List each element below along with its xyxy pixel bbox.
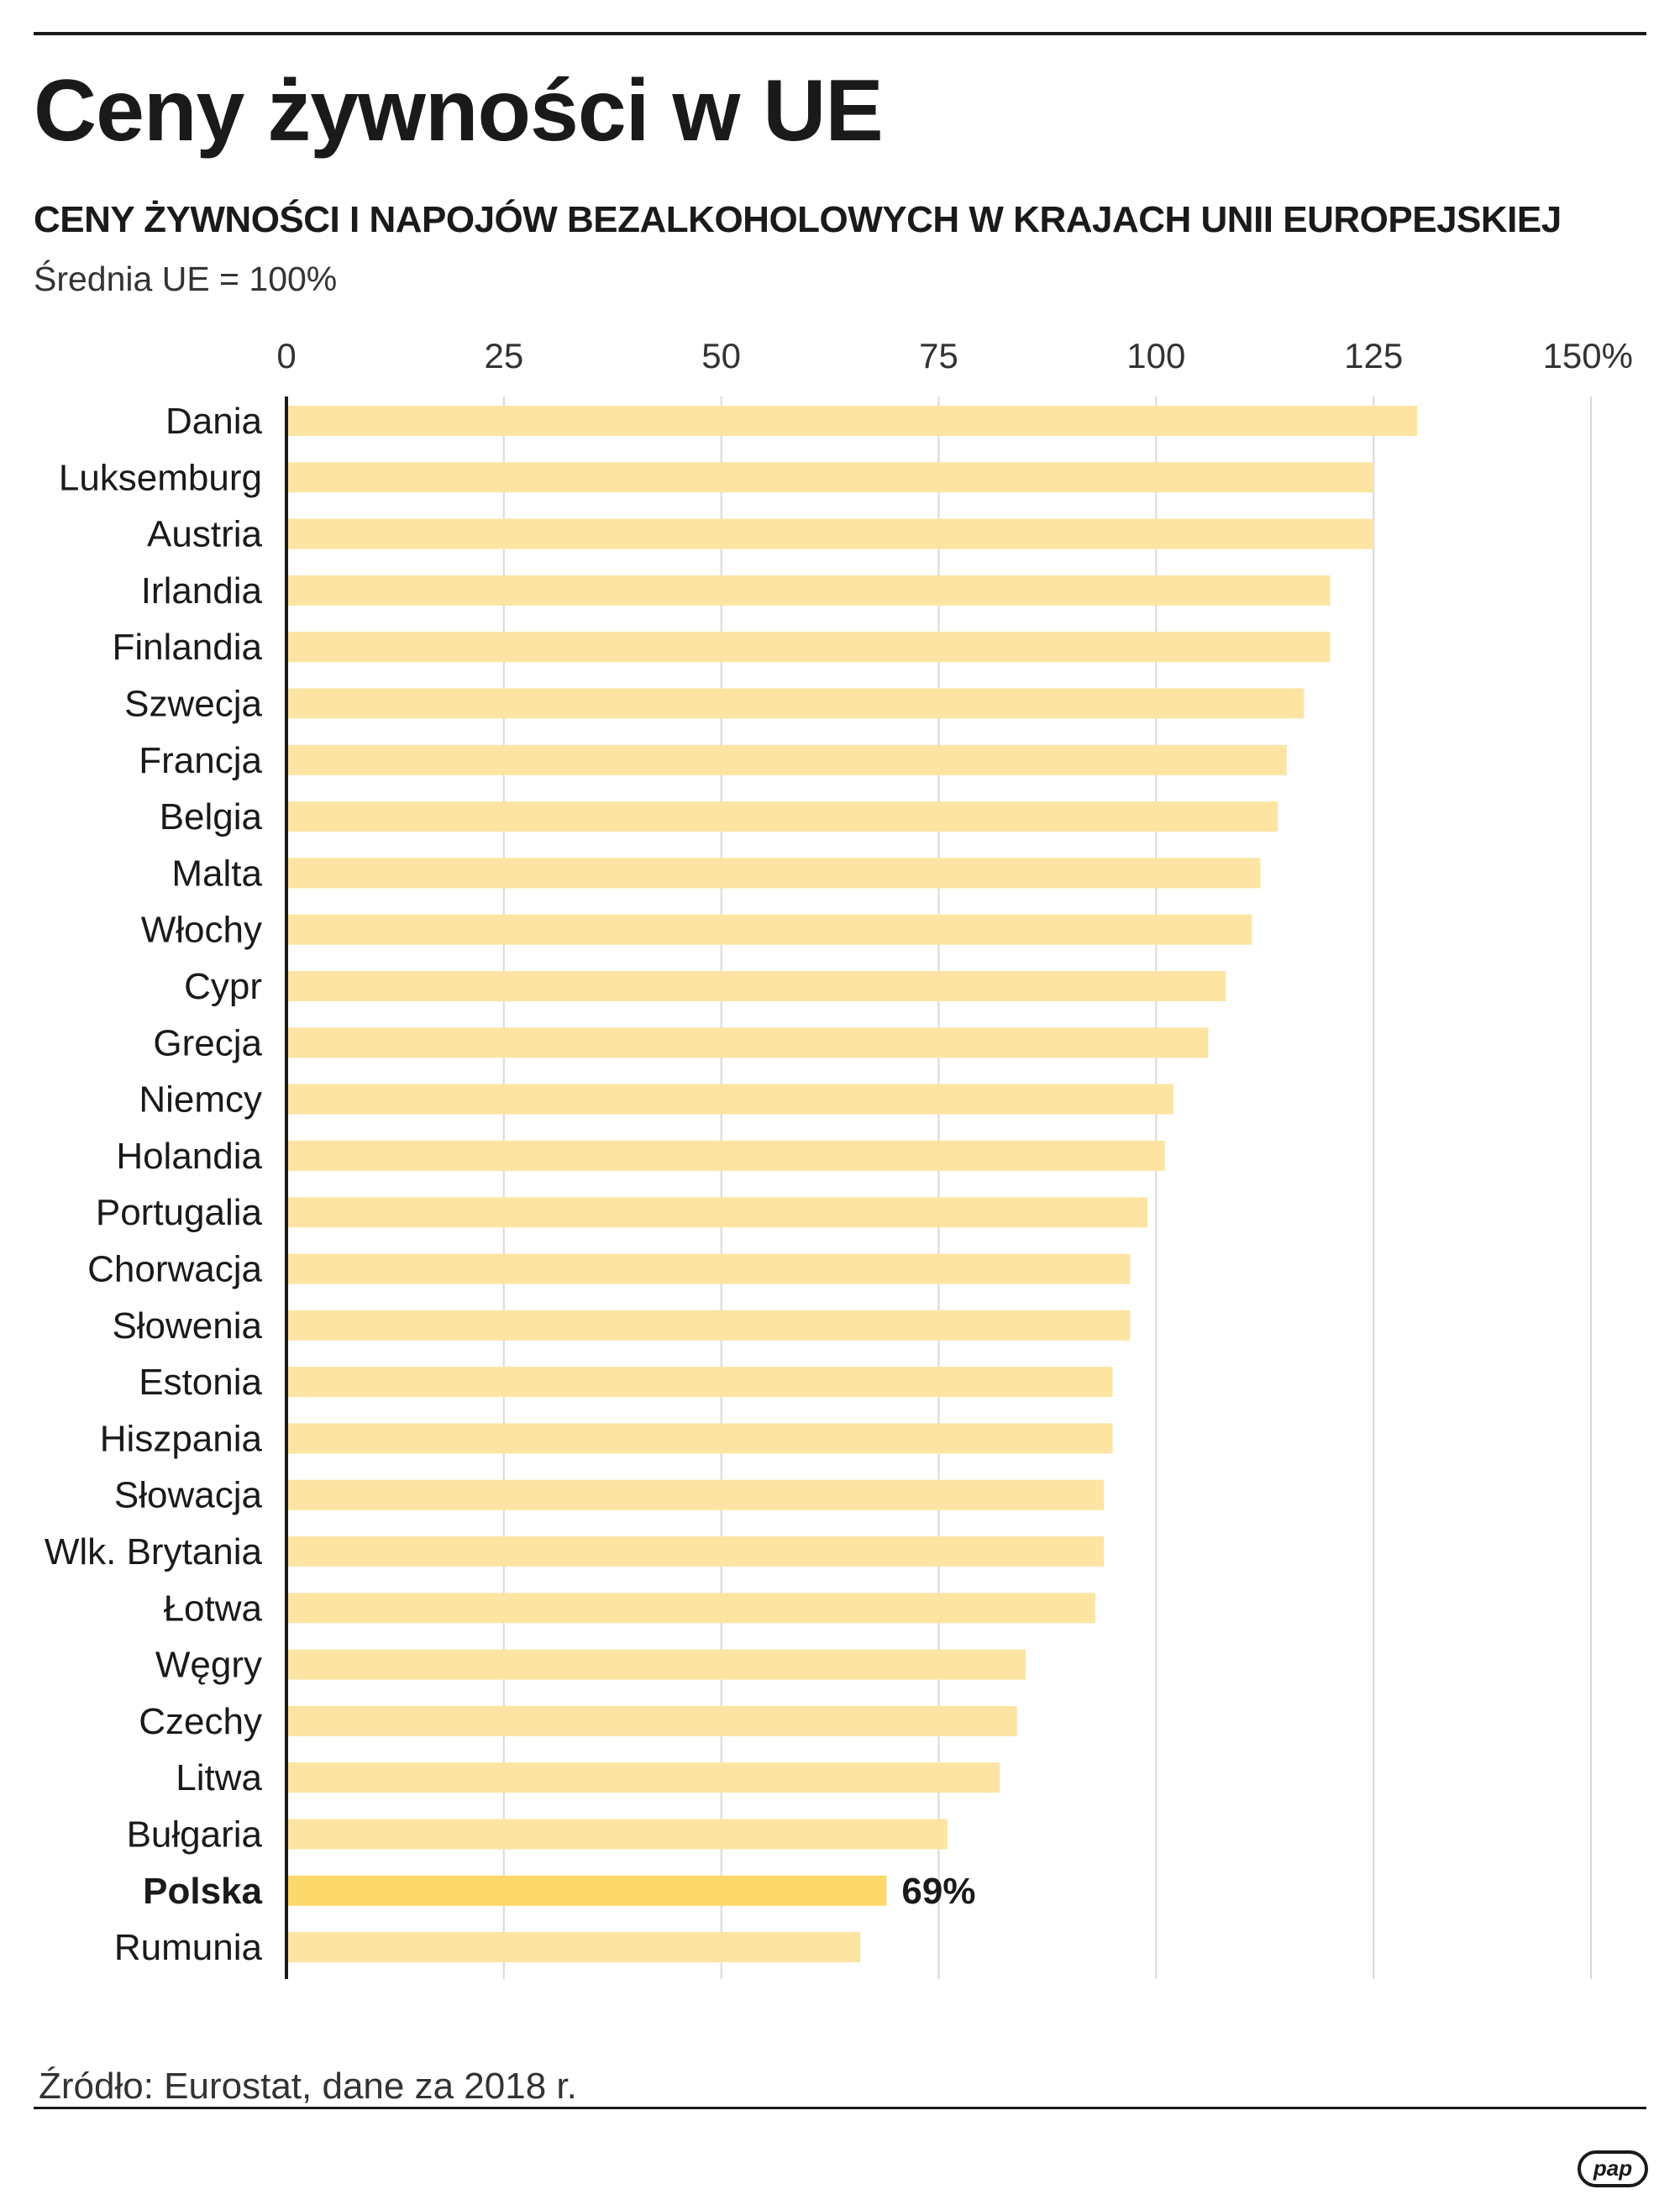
page-title: Ceny żywności w UE <box>34 62 884 160</box>
category-label-rumunia: Rumunia <box>114 1927 263 1968</box>
category-label-austria: Austria <box>147 514 262 555</box>
category-label-niemcy: Niemcy <box>139 1079 262 1121</box>
x-tick-label-100: 100 <box>1126 336 1185 375</box>
bar-niemcy <box>286 1084 1174 1115</box>
bar-portugalia <box>286 1197 1147 1228</box>
category-label-wlk-brytania: Wlk. Brytania <box>45 1531 263 1572</box>
category-label-węgry: Węgry <box>155 1645 262 1686</box>
bar-luksemburg <box>286 462 1374 493</box>
bar-belgia <box>286 801 1278 832</box>
bar-rumunia <box>286 1932 861 1963</box>
category-label-chorwacja: Chorwacja <box>87 1249 262 1290</box>
category-label-irlandia: Irlandia <box>141 570 263 612</box>
bar-hiszpania <box>286 1423 1113 1454</box>
category-label-finlandia: Finlandia <box>112 627 262 668</box>
bar-węgry <box>286 1649 1026 1680</box>
category-label-polska: Polska <box>143 1871 262 1912</box>
category-label-luksemburg: Luksemburg <box>59 457 262 498</box>
x-tick-label-125: 125 <box>1344 336 1403 375</box>
bar-łotwa <box>286 1593 1095 1624</box>
bar-holandia <box>286 1140 1165 1171</box>
x-tick-label-25: 25 <box>484 336 523 375</box>
category-label-grecja: Grecja <box>153 1022 262 1063</box>
category-label-cypr: Cypr <box>184 966 262 1007</box>
category-label-estonia: Estonia <box>139 1362 262 1403</box>
bar-chorwacja <box>286 1253 1131 1284</box>
category-label-holandia: Holandia <box>116 1136 262 1177</box>
x-tick-label-150: 150% <box>1543 336 1633 375</box>
category-label-belgia: Belgia <box>160 796 263 837</box>
bar-polska <box>286 1875 887 1906</box>
bar-estonia <box>286 1367 1113 1398</box>
x-tick-label-75: 75 <box>919 336 958 375</box>
category-label-portugalia: Portugalia <box>96 1192 263 1233</box>
data-label-polska: 69% <box>901 1871 975 1912</box>
bar-słowenia <box>286 1310 1131 1341</box>
category-label-dania: Dania <box>165 401 262 442</box>
bottom-rule <box>34 2107 1646 2109</box>
bar-litwa <box>286 1762 1000 1793</box>
bar-dania <box>286 406 1417 436</box>
pap-logo: pap <box>1578 2150 1648 2187</box>
bar-cypr <box>286 971 1226 1001</box>
top-rule <box>34 32 1646 35</box>
x-tick-label-50: 50 <box>701 336 741 375</box>
bar-malta <box>286 858 1261 889</box>
source-note: Źródło: Eurostat, dane za 2018 r. <box>39 2066 577 2107</box>
category-label-litwa: Litwa <box>176 1757 262 1798</box>
bar-irlandia <box>286 575 1331 606</box>
category-label-bułgaria: Bułgaria <box>127 1814 263 1856</box>
bar-włochy <box>286 914 1252 945</box>
bar-czechy <box>286 1705 1017 1736</box>
pap-logo-text: pap <box>1593 2155 1632 2181</box>
category-label-hiszpania: Hiszpania <box>100 1418 263 1459</box>
chart-subtitle: CENY ŻYWNOŚCI I NAPOJÓW BEZALKOHOLOWYCH … <box>34 199 1562 240</box>
category-label-malta: Malta <box>171 853 262 894</box>
category-label-francja: Francja <box>139 740 262 781</box>
category-label-czechy: Czechy <box>139 1701 262 1742</box>
bar-francja <box>286 744 1287 775</box>
chart-note: Średnia UE = 100% <box>34 260 338 298</box>
category-label-włochy: Włochy <box>141 910 262 951</box>
category-label-łotwa: Łotwa <box>164 1588 263 1629</box>
bar-słowacja <box>286 1479 1105 1510</box>
pap-logo-badge <box>1578 2150 1648 2187</box>
x-tick-label-0: 0 <box>276 336 296 375</box>
bar-grecja <box>286 1027 1209 1058</box>
bar-finlandia <box>286 632 1331 663</box>
bar-wlk-brytania <box>286 1536 1105 1567</box>
bar-szwecja <box>286 688 1305 719</box>
bar-bułgaria <box>286 1819 948 1850</box>
category-label-szwecja: Szwecja <box>124 684 262 725</box>
category-label-słowacja: Słowacja <box>114 1475 263 1516</box>
category-label-słowenia: Słowenia <box>112 1305 262 1347</box>
bar-austria <box>286 518 1374 549</box>
